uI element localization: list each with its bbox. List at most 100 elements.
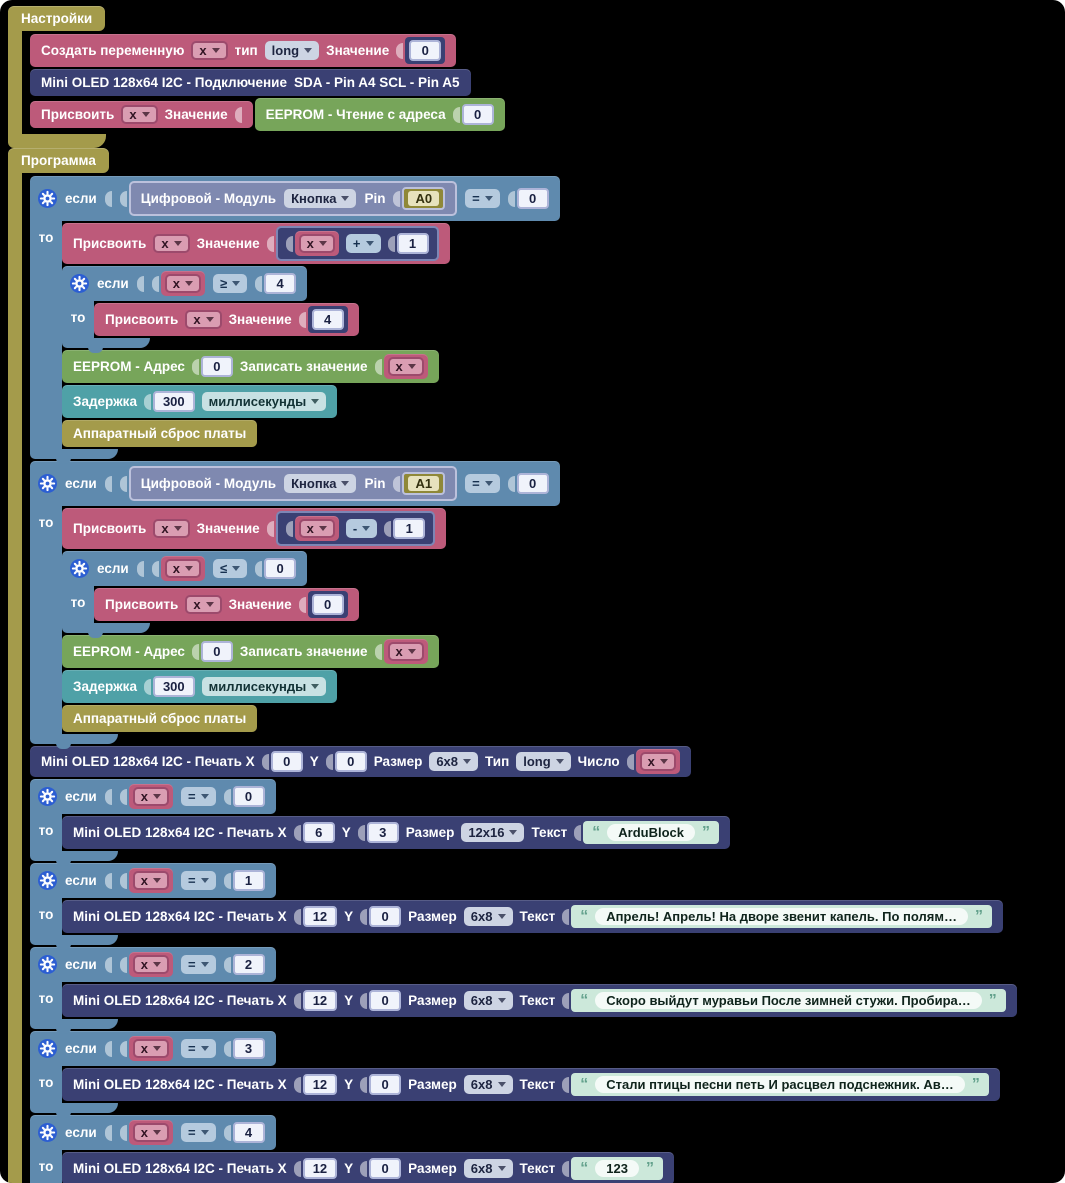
compare-field[interactable]: 3 [232, 1038, 265, 1059]
operator-dropdown[interactable]: = [180, 1123, 216, 1142]
assign-block-init[interactable]: Присвоить x Значение [30, 101, 253, 128]
if-block-case-0[interactable]: если x = 0 то Mini OLED 128x64 I2C - Печ… [30, 779, 730, 866]
compare-field[interactable]: 2 [232, 954, 265, 975]
assign-clamp-block[interactable]: Присвоить x Значение 0 [94, 588, 359, 621]
if-block-case-4[interactable]: если x = 4 то Mini OLED 128x64 I2C - Печ… [30, 1115, 674, 1183]
operator-dropdown[interactable]: = [465, 474, 500, 493]
operand-field[interactable]: 1 [396, 233, 429, 254]
y-field[interactable]: 0 [369, 1074, 402, 1095]
size-dropdown[interactable]: 12x16 [461, 823, 525, 842]
if-block-case-1[interactable]: если x = 1 то Mini OLED 128x64 I2C - Печ… [30, 863, 1003, 950]
variable-dropdown[interactable]: x [164, 559, 201, 578]
delay-block[interactable]: Задержка 300 миллисекунды [62, 670, 338, 703]
unit-dropdown[interactable]: миллисекунды [201, 392, 327, 411]
number-literal-block[interactable]: 0 [307, 591, 348, 618]
hardware-reset-block[interactable]: Аппаратный сброс платы [62, 705, 258, 732]
operator-dropdown[interactable]: ≤ [212, 559, 248, 578]
y-field[interactable]: 0 [369, 1158, 402, 1179]
oled-print-text-block[interactable]: Mini OLED 128x64 I2C - Печать X 6 Y 3 Ра… [62, 816, 730, 849]
if-block-button-a0[interactable]: если Цифровой - Модуль Кнопка Pin A0 = 0 [30, 176, 560, 464]
string-field[interactable]: Скоро выйдут муравьи После зимней стужи.… [595, 992, 982, 1009]
if-block-x-gte-4[interactable]: если x ≥ 4 то [62, 266, 359, 353]
analog-pin-block[interactable]: A1 [402, 472, 446, 495]
size-dropdown[interactable]: 6x8 [429, 752, 479, 771]
if-header[interactable]: если x = 4 [30, 1115, 276, 1150]
variable-dropdown[interactable]: x [387, 357, 424, 376]
variable-dropdown[interactable]: x [298, 519, 335, 538]
oled-print-text-block[interactable]: Mini OLED 128x64 I2C - Печать X 12 Y 0 Р… [62, 1068, 1000, 1101]
program-tab[interactable]: Программа [8, 148, 109, 173]
variable-dropdown[interactable]: x [153, 234, 190, 253]
string-field[interactable]: 123 [595, 1160, 639, 1177]
address-field[interactable]: 0 [200, 641, 233, 662]
x-field[interactable]: 12 [302, 990, 338, 1011]
variable-x-block[interactable]: x [383, 354, 428, 379]
if-block-button-a1[interactable]: если Цифровой - Модуль Кнопка Pin A1 = 0 [30, 461, 560, 749]
if-header[interactable]: если x ≥ 4 [62, 266, 308, 301]
string-literal-block[interactable]: “ Стали птицы песни петь И расцвел подсне… [571, 1073, 989, 1096]
if-header[interactable]: если x = 2 [30, 947, 276, 982]
module-dropdown[interactable]: Кнопка [284, 189, 357, 208]
variable-dropdown[interactable]: x [185, 595, 222, 614]
variable-dropdown[interactable]: x [298, 234, 335, 253]
module-dropdown[interactable]: Кнопка [284, 474, 357, 493]
string-literal-block[interactable]: “ ArduBlock ” [583, 821, 719, 844]
variable-x-block[interactable]: x [160, 556, 205, 581]
address-field[interactable]: 0 [200, 356, 233, 377]
variable-dropdown[interactable]: x [164, 274, 201, 293]
x-field[interactable]: 12 [302, 1158, 338, 1179]
compare-field[interactable]: 0 [264, 558, 297, 579]
variable-x-block[interactable]: x [160, 271, 205, 296]
program-wrapper-block[interactable]: Программа если Цифровой - Модуль Кнопка [8, 148, 1017, 1183]
variable-x-block[interactable]: x [128, 784, 173, 809]
x-field[interactable]: 12 [302, 906, 338, 927]
size-dropdown[interactable]: 6x8 [463, 907, 513, 926]
oled-print-number-block[interactable]: Mini OLED 128x64 I2C - Печать X 0 Y 0 Ра… [30, 746, 691, 777]
number-field[interactable]: 0 [409, 40, 442, 61]
if-header[interactable]: если x = 3 [30, 1031, 276, 1066]
if-header[interactable]: если x ≤ 0 [62, 551, 308, 586]
variable-dropdown[interactable]: x [132, 1123, 169, 1142]
mutator-gear-icon[interactable] [38, 871, 57, 890]
variable-dropdown[interactable]: x [191, 41, 228, 60]
math-operator-dropdown[interactable]: + [345, 234, 381, 253]
mutator-gear-icon[interactable] [38, 1123, 57, 1142]
variable-x-block[interactable]: x [383, 639, 428, 664]
size-dropdown[interactable]: 6x8 [463, 991, 513, 1010]
y-field[interactable]: 0 [369, 906, 402, 927]
unit-dropdown[interactable]: миллисекунды [201, 677, 327, 696]
string-field[interactable]: ArduBlock [607, 824, 695, 841]
variable-x-block[interactable]: x [128, 952, 173, 977]
compare-field[interactable]: 4 [264, 273, 297, 294]
y-field[interactable]: 0 [334, 751, 367, 772]
if-block-case-3[interactable]: если x = 3 то Mini OLED 128x64 I2C - Печ… [30, 1031, 1000, 1118]
string-literal-block[interactable]: “ Апрель! Апрель! На дворе звенит капель.… [571, 905, 992, 928]
size-dropdown[interactable]: 6x8 [463, 1159, 513, 1178]
x-field[interactable]: 0 [270, 751, 303, 772]
oled-connect-block[interactable]: Mini OLED 128x64 I2C - Подключение SDA -… [30, 69, 471, 96]
mutator-gear-icon[interactable] [38, 474, 57, 493]
operator-dropdown[interactable]: = [180, 1039, 216, 1058]
variable-dropdown[interactable]: x [387, 642, 424, 661]
if-block-x-lte-0[interactable]: если x ≤ 0 то [62, 551, 359, 638]
size-dropdown[interactable]: 6x8 [463, 1075, 513, 1094]
setup-tab[interactable]: Настройки [8, 6, 106, 31]
compare-field[interactable]: 1 [232, 870, 265, 891]
assign-clamp-block[interactable]: Присвоить x Значение 4 [94, 303, 359, 336]
compare-field[interactable]: 4 [232, 1122, 265, 1143]
eeprom-read-block[interactable]: EEPROM - Чтение с адреса 0 [254, 98, 505, 131]
analog-pin-block[interactable]: A0 [402, 187, 446, 210]
variable-dropdown[interactable]: x [185, 310, 222, 329]
address-field[interactable]: 0 [461, 104, 494, 125]
operator-dropdown[interactable]: = [180, 871, 216, 890]
variable-x-block[interactable]: x [128, 1036, 173, 1061]
if-header[interactable]: если x = 1 [30, 863, 276, 898]
if-header[interactable]: если x = 0 [30, 779, 276, 814]
operator-dropdown[interactable]: = [180, 787, 216, 806]
string-field[interactable]: Апрель! Апрель! На дворе звенит капель. … [595, 908, 968, 925]
if-block-case-2[interactable]: если x = 2 то Mini OLED 128x64 I2C - Печ… [30, 947, 1017, 1034]
math-expression-block[interactable]: x + 1 [275, 226, 439, 261]
compare-field[interactable]: 0 [516, 188, 549, 209]
oled-print-text-block[interactable]: Mini OLED 128x64 I2C - Печать X 12 Y 0 Р… [62, 1152, 674, 1183]
delay-field[interactable]: 300 [152, 676, 195, 697]
